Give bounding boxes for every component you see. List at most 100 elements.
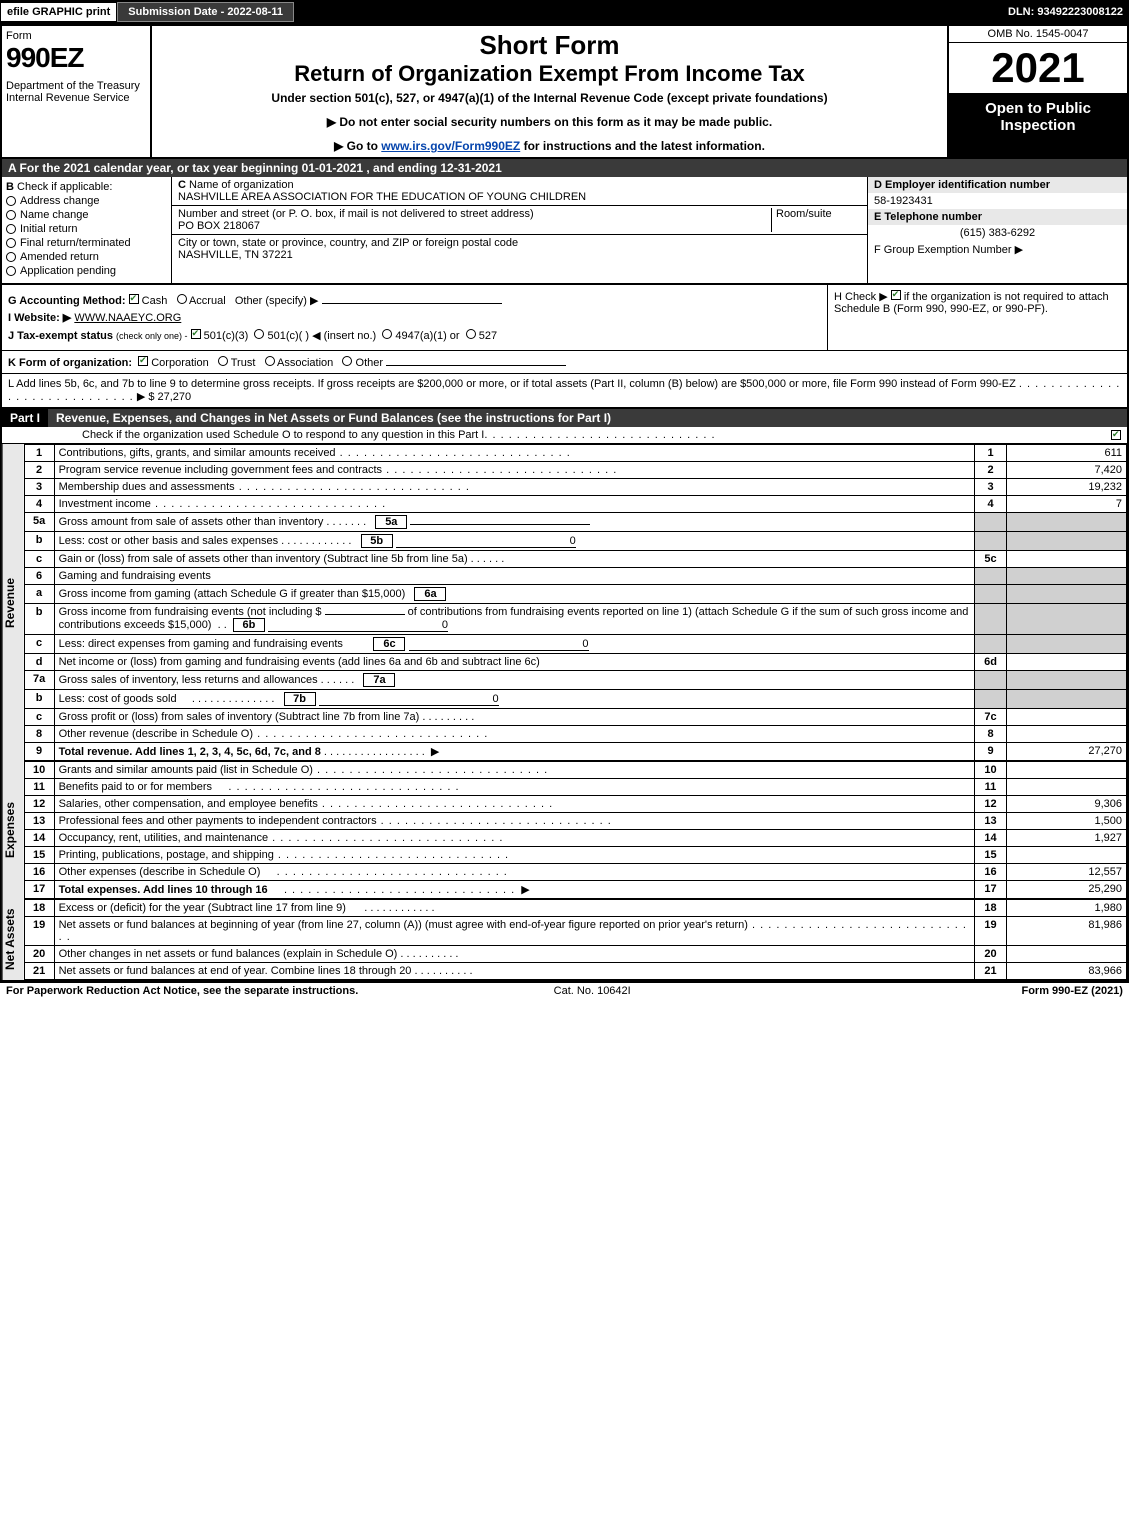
b-item-0: Address change bbox=[20, 195, 100, 207]
website[interactable]: WWW.NAAEYC.ORG bbox=[74, 312, 181, 324]
cb-527[interactable] bbox=[466, 329, 476, 339]
part-i-header: Part I Revenue, Expenses, and Changes in… bbox=[2, 409, 1127, 427]
l9-val: 27,270 bbox=[1007, 743, 1127, 761]
footer-left: For Paperwork Reduction Act Notice, see … bbox=[6, 985, 358, 997]
line-7a: 7aGross sales of inventory, less returns… bbox=[24, 671, 1126, 690]
c-label: C bbox=[178, 179, 186, 191]
l18-num: 18 bbox=[975, 900, 1007, 917]
b-item-2: Initial return bbox=[20, 223, 77, 235]
footer-right: Form 990-EZ (2021) bbox=[1021, 985, 1122, 997]
revenue-table: 1 Contributions, gifts, grants, and simil… bbox=[24, 444, 1127, 761]
l7c-desc: Gross profit or (loss) from sales of inv… bbox=[59, 711, 420, 723]
l13-val: 1,500 bbox=[1007, 813, 1127, 830]
l21-desc: Net assets or fund balances at end of ye… bbox=[59, 965, 412, 977]
k-label: K Form of organization: bbox=[8, 357, 132, 369]
form-word: Form bbox=[6, 30, 146, 42]
line-1: 1 Contributions, gifts, grants, and simil… bbox=[24, 445, 1126, 462]
l20-num: 20 bbox=[975, 946, 1007, 963]
g-other: Other (specify) ▶ bbox=[235, 295, 319, 307]
line-i: I Website: ▶ WWW.NAAEYC.ORG bbox=[8, 311, 821, 324]
cb-name-change[interactable] bbox=[6, 210, 16, 220]
section-g-j: G Accounting Method: Cash Accrual Other … bbox=[2, 285, 1127, 351]
cb-corp[interactable] bbox=[138, 356, 148, 366]
l1-num: 1 bbox=[975, 445, 1007, 462]
cb-amended[interactable] bbox=[6, 252, 16, 262]
l4-num: 4 bbox=[975, 496, 1007, 513]
revenue-section: Revenue 1Contributions, gifts, grants, a… bbox=[2, 444, 1127, 761]
line-l: L Add lines 5b, 6c, and 7b to line 9 to … bbox=[2, 374, 1127, 409]
l13-num: 13 bbox=[975, 813, 1007, 830]
cb-501c3[interactable] bbox=[191, 329, 201, 339]
open-to-public: Open to Public Inspection bbox=[949, 94, 1127, 157]
short-form-title: Short Form bbox=[160, 30, 939, 61]
cb-app-pending[interactable] bbox=[6, 266, 16, 276]
l6d-val bbox=[1007, 654, 1127, 671]
l15-num: 15 bbox=[975, 847, 1007, 864]
b-item-3: Final return/terminated bbox=[20, 237, 131, 249]
l1-desc: Contributions, gifts, grants, and simila… bbox=[59, 447, 336, 459]
l6b-subval: 0 bbox=[268, 619, 448, 632]
cb-other-org[interactable] bbox=[342, 356, 352, 366]
l6d-num: 6d bbox=[975, 654, 1007, 671]
c-addr-label: Number and street (or P. O. box, if mail… bbox=[178, 208, 771, 220]
g-label: G Accounting Method: bbox=[8, 295, 126, 307]
e-label: E Telephone number bbox=[868, 209, 1127, 225]
l4-desc: Investment income bbox=[59, 498, 151, 510]
cb-accrual[interactable] bbox=[177, 294, 187, 304]
k-other-fill[interactable] bbox=[386, 365, 566, 366]
department: Department of the Treasury Internal Reve… bbox=[6, 80, 146, 104]
cb-initial-return[interactable] bbox=[6, 224, 16, 234]
form-subtitle: Under section 501(c), 527, or 4947(a)(1)… bbox=[160, 91, 939, 105]
g-other-fill[interactable] bbox=[322, 303, 502, 304]
part-i-label: Part I bbox=[2, 409, 48, 427]
l12-val: 9,306 bbox=[1007, 796, 1127, 813]
l9-desc: Total revenue. Add lines 1, 2, 3, 4, 5c,… bbox=[59, 746, 321, 758]
top-bar: efile GRAPHIC print Submission Date - 20… bbox=[0, 0, 1129, 24]
org-address: PO BOX 218067 bbox=[178, 220, 771, 232]
l10-val bbox=[1007, 762, 1127, 779]
part-i-desc: Revenue, Expenses, and Changes in Net As… bbox=[48, 409, 619, 427]
l19-num: 19 bbox=[975, 917, 1007, 946]
cb-501c[interactable] bbox=[254, 329, 264, 339]
l7c-val bbox=[1007, 709, 1127, 726]
line-12: 12 Salaries, other compensation, and empl… bbox=[24, 796, 1126, 813]
l6a-desc: Gross income from gaming (attach Schedul… bbox=[59, 588, 406, 600]
cb-address-change[interactable] bbox=[6, 196, 16, 206]
line-5b: bLess: cost or other basis and sales exp… bbox=[24, 532, 1126, 551]
k-opt-2: Association bbox=[277, 357, 333, 369]
l6a-sub: 6a bbox=[414, 587, 446, 601]
column-def: D Employer identification number 58-1923… bbox=[867, 177, 1127, 283]
c-city-label: City or town, state or province, country… bbox=[178, 237, 861, 249]
l20-desc: Other changes in net assets or fund bala… bbox=[59, 948, 398, 960]
l12-num: 12 bbox=[975, 796, 1007, 813]
line-6b: bGross income from fundraising events (n… bbox=[24, 604, 1126, 635]
cb-schedule-o[interactable] bbox=[1111, 430, 1121, 440]
l12-desc: Salaries, other compensation, and employ… bbox=[59, 798, 318, 810]
l14-num: 14 bbox=[975, 830, 1007, 847]
l18-desc: Excess or (deficit) for the year (Subtra… bbox=[59, 902, 346, 914]
cb-4947[interactable] bbox=[382, 329, 392, 339]
cb-final-return[interactable] bbox=[6, 238, 16, 248]
l5a-subval bbox=[410, 524, 590, 525]
irs-link[interactable]: www.irs.gov/Form990EZ bbox=[381, 139, 520, 153]
l5c-val bbox=[1007, 551, 1127, 568]
l3-desc: Membership dues and assessments bbox=[59, 481, 235, 493]
l5a-sub: 5a bbox=[375, 515, 407, 529]
efile-button[interactable]: efile GRAPHIC print bbox=[0, 2, 117, 22]
section-b-through-f: B Check if applicable: Address change Na… bbox=[2, 177, 1127, 285]
cb-assoc[interactable] bbox=[265, 356, 275, 366]
cb-h[interactable] bbox=[891, 290, 901, 300]
line-5a: 5aGross amount from sale of assets other… bbox=[24, 513, 1126, 532]
l-text: L Add lines 5b, 6c, and 7b to line 9 to … bbox=[8, 378, 1016, 390]
omb-number: OMB No. 1545-0047 bbox=[949, 26, 1127, 43]
l9-num: 9 bbox=[975, 743, 1007, 761]
cb-cash[interactable] bbox=[129, 294, 139, 304]
l16-val: 12,557 bbox=[1007, 864, 1127, 881]
expenses-table: 10Grants and similar amounts paid (list … bbox=[24, 761, 1127, 899]
dln: DLN: 93492223008122 bbox=[1008, 6, 1129, 18]
cb-trust[interactable] bbox=[218, 356, 228, 366]
l13-desc: Professional fees and other payments to … bbox=[59, 815, 377, 827]
l8-num: 8 bbox=[975, 726, 1007, 743]
b-check-if: Check if applicable: bbox=[17, 181, 112, 193]
b-item-4: Amended return bbox=[20, 251, 99, 263]
